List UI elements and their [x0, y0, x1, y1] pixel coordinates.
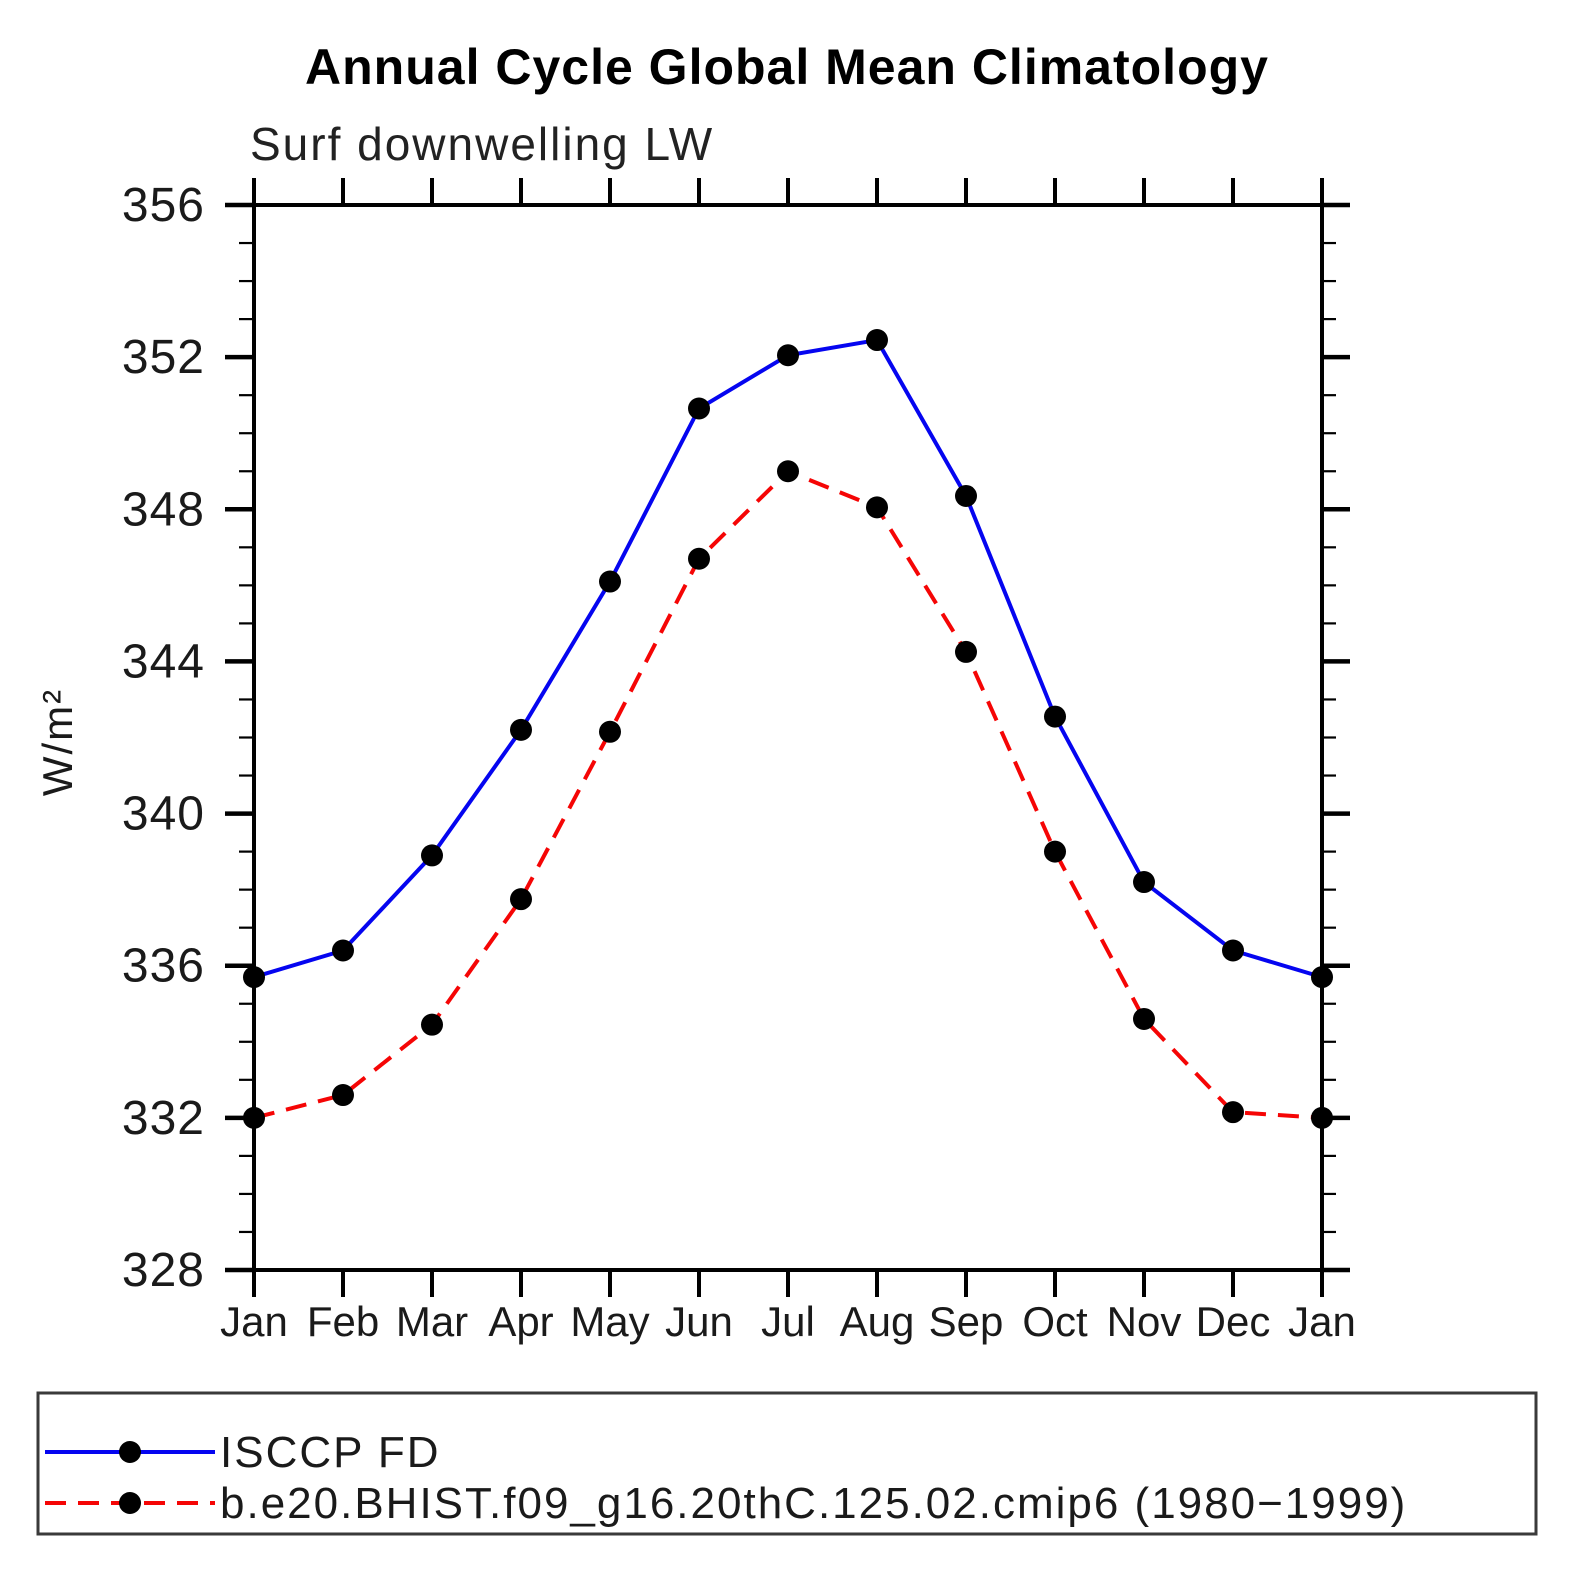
data-point-marker [1311, 1106, 1333, 1129]
data-point-marker [1044, 705, 1066, 728]
y-tick-label: 336 [122, 940, 205, 993]
x-tick-label: Nov [1107, 1298, 1182, 1345]
data-point-marker [955, 484, 977, 507]
x-tick-label: Jun [665, 1298, 733, 1345]
y-tick-label: 340 [122, 788, 205, 841]
chart-title: Annual Cycle Global Mean Climatology [305, 39, 1269, 95]
data-point-marker [688, 547, 710, 570]
data-point-marker [1133, 1007, 1155, 1030]
data-point-marker [243, 966, 265, 989]
data-point-marker [955, 640, 977, 663]
legend-box [36, 1391, 1538, 1536]
data-point-marker [688, 397, 710, 420]
data-point-marker [777, 344, 799, 367]
y-tick-label: 348 [122, 483, 205, 536]
data-point-marker [866, 496, 888, 519]
data-point-marker [243, 1106, 265, 1129]
x-tick-label: Apr [488, 1298, 553, 1345]
x-tick-label: Mar [396, 1298, 468, 1345]
y-axis-title: W/m² [34, 688, 81, 796]
x-tick-label: Jan [1288, 1298, 1356, 1345]
data-point-marker [421, 844, 443, 867]
y-tick-label: 332 [122, 1092, 205, 1145]
data-point-marker [1311, 966, 1333, 989]
x-tick-label: Aug [840, 1298, 915, 1345]
series-line-isccp-fd [253, 337, 1323, 980]
x-tick-label: Jul [761, 1298, 815, 1345]
plot-area: Jan Feb Mar Apr May Jun Jul Aug Sep Oct Nov Dec Jan 3… [36, 178, 1538, 1536]
data-point-marker [421, 1013, 443, 1036]
data-point-marker [332, 1084, 354, 1107]
legend-marker [119, 1441, 141, 1463]
x-tick-label: Sep [929, 1298, 1004, 1345]
y-tick-label: 344 [122, 635, 205, 688]
data-point-marker [1222, 939, 1244, 962]
legend-label: ISCCP FD [220, 1428, 441, 1477]
y-tick-label: 352 [122, 331, 205, 384]
data-point-marker [599, 720, 621, 743]
data-point-marker [510, 888, 532, 911]
data-point-marker [1133, 871, 1155, 894]
x-tick-label: May [570, 1298, 649, 1345]
x-tick-label: Feb [307, 1298, 379, 1345]
data-point-marker [1222, 1101, 1244, 1124]
data-point-marker [1044, 840, 1066, 863]
data-point-marker [510, 718, 532, 741]
x-tick-label: Oct [1022, 1298, 1088, 1345]
legend-label: b.e20.BHIST.f09_g16.20thC.125.02.cmip6 (… [220, 1479, 1407, 1528]
chart-subtitle: Surf downwelling LW [250, 118, 714, 170]
legend-marker [119, 1492, 141, 1514]
y-tick-label: 328 [122, 1244, 205, 1297]
data-point-marker [599, 570, 621, 593]
data-point-marker [866, 329, 888, 352]
y-tick-label: 356 [122, 179, 205, 232]
data-point-marker [777, 460, 799, 483]
x-tick-label: Dec [1196, 1298, 1271, 1345]
data-point-marker [332, 939, 354, 962]
series-line-model [253, 468, 1323, 1120]
x-tick-label: Jan [220, 1298, 288, 1345]
